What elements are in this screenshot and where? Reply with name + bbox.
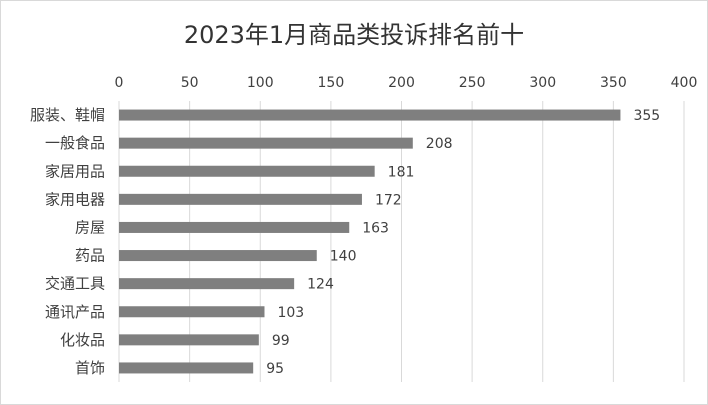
chart-title: 2023年1月商品类投诉排名前十	[183, 21, 525, 49]
category-label: 化妆品	[60, 331, 105, 349]
x-tick-label: 200	[388, 75, 415, 91]
data-label: 95	[266, 361, 284, 377]
bar	[119, 306, 265, 318]
x-tick-label: 250	[459, 75, 486, 91]
category-label: 房屋	[75, 218, 105, 236]
bar	[119, 334, 259, 346]
x-tick-label: 50	[181, 75, 199, 91]
category-label: 家用电器	[45, 190, 105, 208]
data-label: 99	[272, 333, 290, 349]
data-label: 208	[426, 136, 453, 152]
category-label: 首饰	[75, 359, 105, 377]
category-label: 一般食品	[45, 134, 105, 152]
category-label: 通讯产品	[45, 303, 105, 321]
data-label: 172	[375, 192, 402, 208]
bar	[119, 250, 317, 262]
data-label: 163	[362, 220, 389, 236]
bar	[119, 165, 375, 177]
x-tick-label: 0	[115, 75, 124, 91]
data-label: 355	[633, 108, 660, 124]
bar	[119, 362, 254, 374]
bar	[119, 278, 295, 290]
category-label: 服装、鞋帽	[30, 106, 105, 124]
bar	[119, 109, 621, 121]
x-tick-label: 300	[529, 75, 556, 91]
data-label: 181	[388, 164, 415, 180]
x-tick-label: 400	[671, 75, 698, 91]
category-label: 药品	[75, 247, 105, 265]
x-tick-label: 150	[318, 75, 345, 91]
bar	[119, 193, 362, 205]
data-label: 103	[277, 305, 304, 321]
category-label: 交通工具	[45, 275, 105, 293]
x-tick-label: 350	[600, 75, 627, 91]
x-tick-label: 100	[247, 75, 274, 91]
data-label: 124	[307, 277, 334, 293]
data-label: 140	[330, 249, 357, 265]
bar	[119, 221, 350, 233]
category-label: 家居用品	[45, 162, 105, 180]
bar	[119, 137, 413, 149]
